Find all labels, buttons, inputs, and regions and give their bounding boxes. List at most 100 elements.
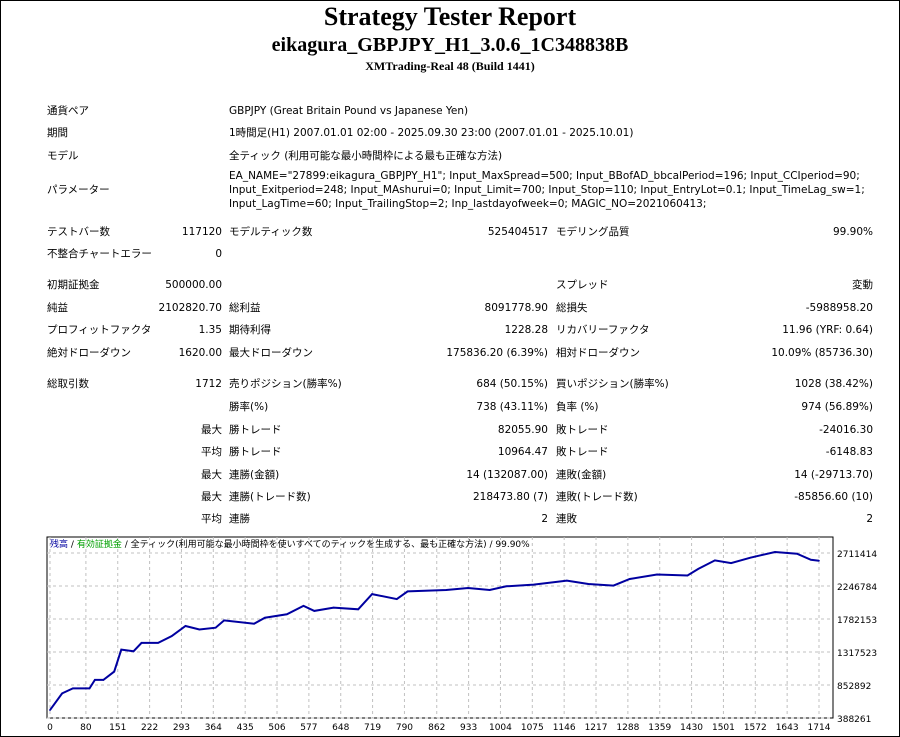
x-tick-label: 1359 (648, 723, 671, 733)
x-tick-label: 577 (300, 723, 317, 733)
balance-point (357, 608, 360, 611)
balance-point (140, 642, 143, 644)
stat-label: 連敗(金額) (556, 469, 607, 481)
info-row-symbol: 通貨ペア GBPJPY (Great Britain Pound vs Japa… (0, 103, 900, 119)
x-tick-label: 0 (47, 723, 53, 733)
balance-point (488, 589, 491, 591)
balance-point (302, 605, 305, 607)
x-tick-label: 1004 (489, 723, 512, 733)
x-tick-label: 1288 (616, 723, 639, 733)
x-tick-label: 293 (173, 723, 190, 733)
balance-point (445, 589, 447, 591)
balance-point (371, 593, 373, 595)
x-tick-label: 1430 (680, 723, 703, 733)
stat-label: リカバリーファクタ (556, 324, 650, 336)
balance-point (198, 628, 201, 631)
stats-row: 純益 2102820.70 総利益 8091778.90 総損失 -5988958.20 (0, 300, 900, 316)
stat-value: 684 (50.15%) (476, 378, 548, 390)
balance-point (253, 622, 255, 625)
stat-value: 974 (56.89%) (801, 401, 873, 413)
stat-value: 14 (-29713.70) (794, 469, 873, 481)
stat-label: 勝トレード (229, 424, 282, 436)
stat-value: 1620.00 (178, 347, 222, 359)
balance-point (94, 679, 96, 681)
info-label: モデル (47, 150, 79, 162)
x-tick-label: 222 (141, 723, 158, 733)
stat-value: -5988958.20 (805, 302, 873, 314)
stat-value: -6148.83 (825, 446, 873, 458)
balance-point (132, 650, 135, 653)
stat-value: 175836.20 (6.39%) (446, 347, 548, 359)
stat-value: 11.96 (YRF: 0.64) (782, 324, 873, 336)
balance-point (656, 573, 658, 576)
x-tick-label: 1714 (808, 723, 831, 733)
balance-point (214, 626, 217, 629)
stat-value: 2 (866, 513, 873, 525)
stats-row: 最大 連勝(トレード数) 218473.80 (7) 連敗(トレード数) -85856.… (0, 489, 900, 505)
stat-label: 勝トレード (229, 446, 282, 458)
stat-label: 純益 (47, 302, 68, 314)
stat-value: 10.09% (85736.30) (771, 347, 873, 359)
stat-value: 1712 (195, 378, 222, 390)
stat-value: 1.35 (198, 324, 222, 336)
stat-label: 連敗 (556, 513, 577, 525)
stat-value: 最大 (201, 424, 222, 436)
balance-point (730, 562, 732, 564)
stat-value: 変動 (852, 279, 873, 291)
x-tick-label: 80 (80, 723, 92, 733)
stats-row: 平均 勝トレード 10964.47 敗トレード -6148.83 (0, 444, 900, 460)
balance-point (612, 584, 615, 587)
stat-label: 最大ドローダウン (229, 347, 313, 359)
info-row-period: 期間 1時間足(H1) 2007.01.01 02:00 - 2025.09.3… (0, 125, 900, 141)
x-tick-label: 1146 (553, 723, 576, 733)
stat-value: -85856.60 (10) (794, 491, 873, 503)
info-value: 1時間足(H1) 2007.01.01 02:00 - 2025.09.30 2… (229, 127, 634, 139)
balance-point (587, 583, 590, 585)
parameters-line: Input_Exitperiod=248; Input_MAshurui=0; … (229, 184, 865, 196)
balance-point (628, 578, 631, 580)
balance-point (49, 709, 51, 711)
stat-label: 連敗(トレード数) (556, 491, 638, 503)
server-build: XMTrading-Real 48 (Build 1441) (365, 59, 535, 73)
stat-value: 14 (132087.00) (466, 469, 548, 481)
balance-point (532, 583, 535, 586)
x-tick-label: 862 (428, 723, 445, 733)
stat-value: 8091778.90 (484, 302, 548, 314)
info-value: 全ティック (利用可能な最小時間枠による最も正確な方法) (229, 150, 503, 162)
parameters-value: EA_NAME="27899:eikagura_GBPJPY_H1"; Inpu… (229, 169, 865, 211)
stat-value: 99.90% (832, 226, 873, 238)
balance-point (120, 648, 123, 651)
balance-point (697, 568, 700, 570)
x-tick-label: 506 (268, 723, 285, 733)
x-tick-label: 790 (396, 723, 413, 733)
stat-label: 総利益 (229, 302, 261, 314)
stats-row: 不整合チャートエラー 0 (0, 246, 900, 262)
legend-separator: / (489, 540, 493, 550)
stats-row: 総取引数 1712 売りポジション(勝率%) 684 (50.15%) 買いポジション(… (0, 376, 900, 392)
stat-value: 平均 (201, 513, 222, 525)
y-tick-label: 2711414 (837, 550, 877, 560)
stat-value: 82055.90 (497, 424, 548, 436)
stat-label: 連勝(トレード数) (229, 491, 311, 503)
stat-label: 総損失 (556, 302, 588, 314)
x-tick-label: 1572 (744, 723, 767, 733)
stat-value: 0 (215, 248, 222, 260)
stat-value: -24016.30 (819, 424, 873, 436)
stat-label: 買いポジション(勝率%) (556, 378, 669, 390)
stat-label: 絶対ドローダウン (47, 347, 131, 359)
y-tick-label: 2246784 (837, 583, 877, 593)
stat-label: 勝率(%) (229, 401, 269, 413)
balance-point (566, 579, 568, 582)
parameters-line: Input_LagTime=60; Input_TrailingStop=2; … (229, 198, 707, 210)
balance-point (113, 670, 115, 673)
parameters-line: EA_NAME="27899:eikagura_GBPJPY_H1"; Inpu… (229, 170, 860, 182)
x-tick-label: 364 (205, 723, 222, 733)
stat-value: 218473.80 (7) (473, 491, 548, 503)
chart-legend: 残高 / 有効証拠金 / 全ティック(利用可能な最小時間枠を使いすべてのティック… (50, 538, 530, 550)
info-label: 期間 (47, 127, 68, 139)
balance-point (467, 587, 469, 589)
x-tick-label: 435 (237, 723, 254, 733)
stat-label: モデリング品質 (556, 226, 630, 238)
balance-point (796, 552, 798, 555)
